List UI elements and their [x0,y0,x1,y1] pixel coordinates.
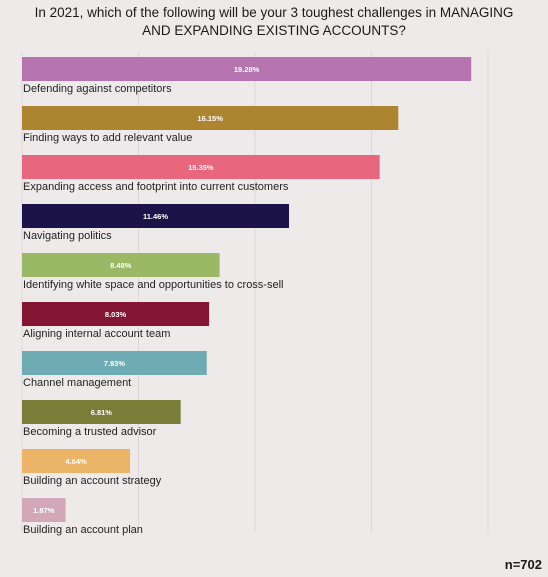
value-label: 1.87% [33,506,55,515]
category-label: Expanding access and footprint into curr… [23,181,289,193]
bar-5 [22,253,220,277]
bar-2 [22,106,399,130]
value-label: 19.28% [234,65,260,74]
category-label: Building an account strategy [23,475,162,487]
category-label: Building an account plan [23,524,143,536]
bar-9 [22,449,131,473]
bar-4 [22,204,290,228]
category-label: Defending against competitors [23,83,172,95]
value-label: 15.35% [188,163,214,172]
value-label: 16.15% [197,114,223,123]
category-label: Becoming a trusted advisor [23,426,157,438]
gridlines [21,52,489,532]
bar-1 [22,57,472,81]
category-label: Aligning internal account team [23,328,170,340]
bar-8 [22,400,181,424]
bar-7 [22,351,207,375]
value-label: 7.93% [104,359,126,368]
value-label: 8.48% [110,261,132,270]
category-label: Identifying white space and opportunitie… [23,279,283,291]
bars: 19.28% Defending against competitors 16.15… [22,57,472,536]
value-label: 4.64% [65,457,87,466]
sample-size-label: n=702 [504,557,542,572]
value-label: 6.81% [91,408,113,417]
bar-6 [22,302,210,326]
chart-title: In 2021, which of the following will be … [34,5,514,38]
value-label: 11.46% [143,212,168,221]
bar-10 [22,498,66,522]
bar-3 [22,155,380,179]
category-label: Channel management [23,377,131,389]
category-label: Navigating politics [23,230,112,242]
value-label: 8.03% [105,310,127,319]
category-label: Finding ways to add relevant value [23,132,192,144]
